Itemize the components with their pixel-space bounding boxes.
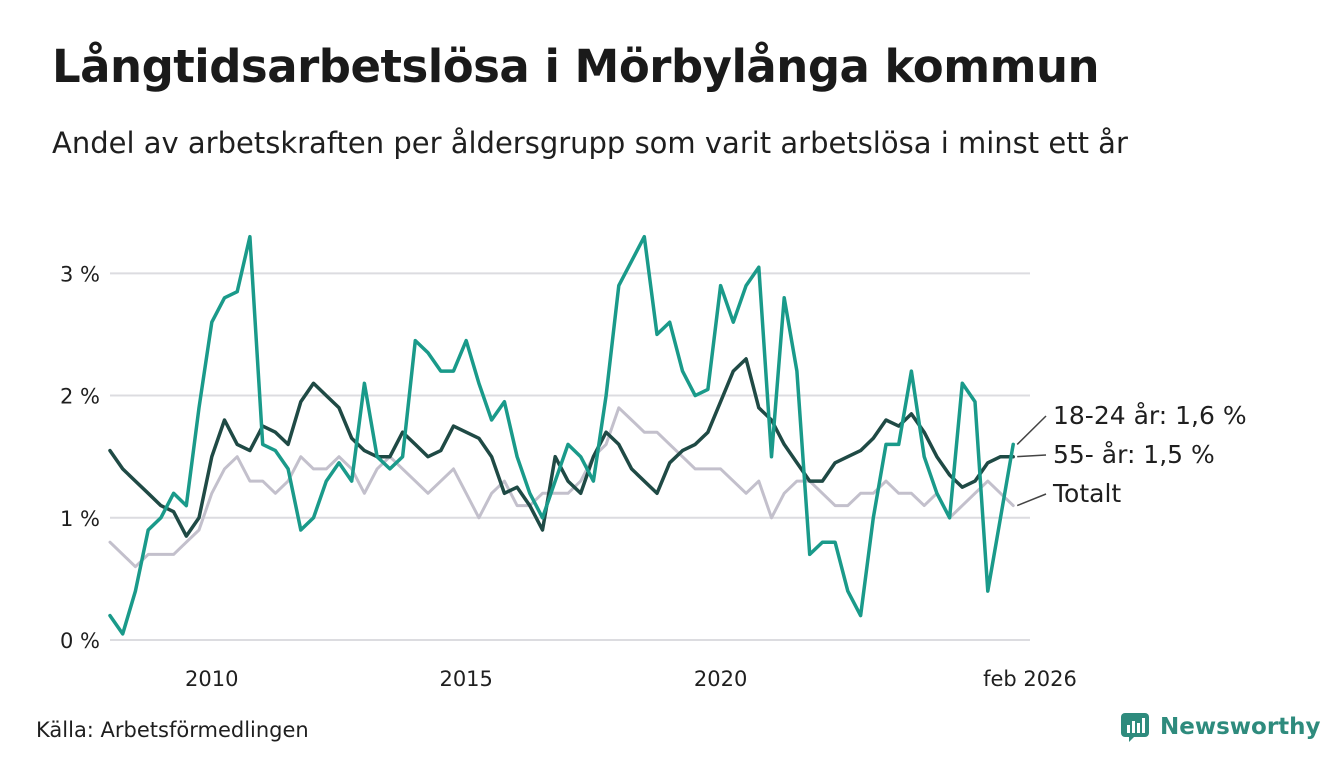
series-end-label: 55- år: 1,5 % — [1053, 440, 1215, 469]
series-line — [108, 357, 1015, 538]
series-lines — [108, 234, 1015, 636]
brand-name: Newsworthy — [1160, 714, 1321, 740]
series-end-label: Totalt — [1052, 479, 1121, 508]
newsworthy-logo-icon — [1121, 713, 1149, 742]
y-tick-label: 1 % — [60, 507, 100, 531]
chart-title: Långtidsarbetslösa i Mörbylånga kommun — [52, 40, 1100, 93]
y-tick-label: 0 % — [60, 629, 100, 653]
label-connector — [1017, 454, 1047, 458]
x-axis: 2010 2015 2020 feb 2026 — [185, 667, 1077, 691]
series-line — [108, 234, 1015, 636]
label-connector — [1016, 493, 1047, 507]
series-end-labels: Totalt 55- år: 1,5 % 18-24 år: 1,6 % — [1016, 401, 1247, 508]
series-end-label: 18-24 år: 1,6 % — [1053, 401, 1247, 430]
x-tick-label: feb 2026 — [983, 667, 1077, 691]
x-tick-label: 2010 — [185, 667, 238, 691]
series-line — [108, 406, 1015, 569]
chart-subtitle: Andel av arbetskraften per åldersgrupp s… — [52, 126, 1128, 160]
y-tick-label: 2 % — [60, 385, 100, 409]
label-connector — [1016, 415, 1047, 445]
gridlines — [110, 272, 1030, 641]
y-tick-label: 3 % — [60, 262, 100, 286]
x-tick-label: 2020 — [694, 667, 747, 691]
brand-logo: Newsworthy — [1120, 712, 1321, 742]
source-credit: Källa: Arbetsförmedlingen — [36, 718, 309, 742]
y-axis: 0 % 1 % 2 % 3 % — [60, 262, 100, 653]
x-tick-label: 2015 — [439, 667, 492, 691]
